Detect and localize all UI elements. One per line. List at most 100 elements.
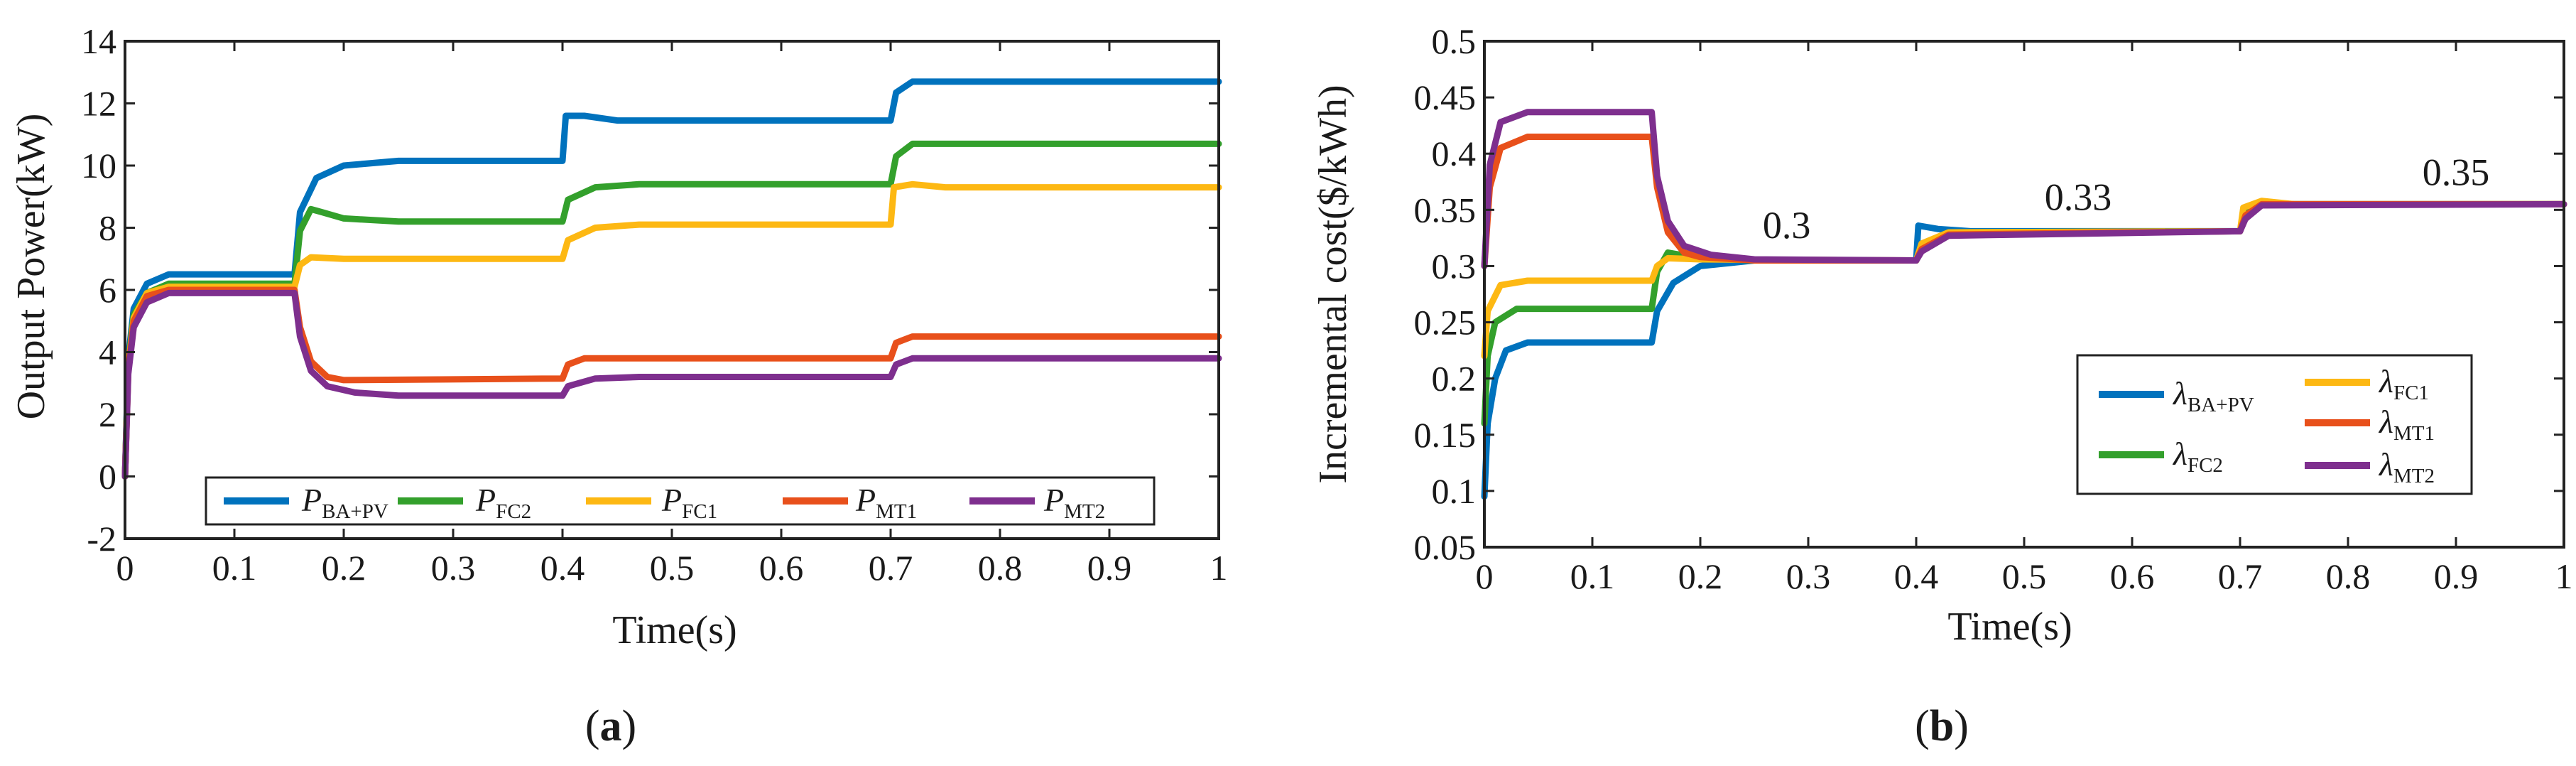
x-tick-label: 0.7 xyxy=(869,548,913,588)
chart-a-y-label: Output Power(kW) xyxy=(9,114,53,420)
y-tick-label: 0.35 xyxy=(1414,190,1477,230)
y-tick-label: 0.4 xyxy=(1432,134,1477,173)
legend-label: PMT1 xyxy=(855,482,917,523)
legend-subscript: FC2 xyxy=(496,500,531,523)
legend-subscript: FC2 xyxy=(2188,454,2223,477)
legend-label: PBA+PV xyxy=(301,482,388,523)
x-tick-label: 1 xyxy=(2555,556,2573,596)
legend-item: PMT2 xyxy=(969,482,1105,523)
x-tick-label: 0.1 xyxy=(1570,556,1615,596)
legend-subscript: BA+PV xyxy=(322,500,388,523)
chart-a-output-power: 0 0.1 0.2 0.3 0.4 0.5 0.6 0.7 0.8 0.9 1 -202468101… xyxy=(9,21,1228,652)
chart-a-y-ticks: -2 0 2 4 6 8 10 12 14 xyxy=(81,21,1219,559)
legend-symbol: P xyxy=(661,482,682,518)
panel-a-open: ( xyxy=(585,702,600,750)
x-tick-label: 0.4 xyxy=(540,548,585,588)
legend-item: λFC2 xyxy=(2099,436,2223,477)
y-tick-label: 0.3 xyxy=(1432,246,1477,286)
x-tick-label: 0 xyxy=(1476,556,1494,596)
legend-item: PBA+PV xyxy=(224,482,388,523)
chart-a-x-ticks: 0 0.1 0.2 0.3 0.4 0.5 0.6 0.7 0.8 0.9 1 xyxy=(116,41,1228,588)
x-tick-label: 0.8 xyxy=(2326,556,2371,596)
series-line-mt2 xyxy=(1481,109,2567,269)
y-tick-label: 6 xyxy=(99,270,116,310)
x-tick-label: 0.8 xyxy=(978,548,1023,588)
y-tick-label: 0.25 xyxy=(1414,303,1477,342)
x-tick-label: 1 xyxy=(1210,548,1228,588)
panel-label-b: (b) xyxy=(1915,702,1969,750)
value-annotation: 0.33 xyxy=(2045,176,2112,218)
chart-b-x-label: Time(s) xyxy=(1947,605,2072,649)
x-tick-label: 0.3 xyxy=(1786,556,1831,596)
legend-item: λFC1 xyxy=(2305,363,2429,404)
panel-b-close: ) xyxy=(1954,702,1969,750)
x-tick-label: 0.1 xyxy=(212,548,257,588)
y-tick-label: 10 xyxy=(81,146,116,185)
panel-a-letter: a xyxy=(600,702,622,750)
y-tick-label: 0.2 xyxy=(1432,359,1477,399)
panel-label-a: (a) xyxy=(585,702,636,750)
legend-item: λMT1 xyxy=(2305,404,2435,445)
y-tick-label: 0 xyxy=(99,457,116,497)
chart-b-y-ticks: 0.05 0.1 0.15 0.2 0.25 0.3 0.35 0.4 0.45 0.5 xyxy=(1414,21,2564,567)
legend-label: λFC2 xyxy=(2172,436,2223,477)
chart-b-incremental-cost: 0 0.1 0.2 0.3 0.4 0.5 0.6 0.7 0.8 0.9 1 0.05 0.1 0.1… xyxy=(1311,21,2573,649)
legend-subscript: FC1 xyxy=(682,500,717,523)
value-annotation: 0.35 xyxy=(2423,151,2490,194)
x-tick-label: 0.6 xyxy=(759,548,804,588)
legend-item: λMT2 xyxy=(2305,446,2435,487)
chart-a-x-label: Time(s) xyxy=(612,608,737,652)
legend-label: λFC1 xyxy=(2378,363,2429,404)
legend-label: λMT2 xyxy=(2378,446,2435,487)
x-tick-label: 0.7 xyxy=(2218,556,2263,596)
legend-subscript: BA+PV xyxy=(2188,394,2254,416)
legend-item: λBA+PV xyxy=(2099,375,2254,416)
x-tick-label: 0 xyxy=(116,548,134,588)
y-tick-label: -2 xyxy=(87,519,116,559)
panel-b-letter: b xyxy=(1930,702,1954,750)
x-tick-label: 0.6 xyxy=(2110,556,2155,596)
y-tick-label: 12 xyxy=(81,84,116,124)
chart-b-y-label: Incremental cost($/kWh) xyxy=(1311,85,1355,483)
x-tick-label: 0.5 xyxy=(650,548,695,588)
legend-label: λMT1 xyxy=(2378,404,2435,445)
chart-a-plot-area xyxy=(125,41,1219,539)
legend-symbol: P xyxy=(855,482,876,518)
plot-background xyxy=(125,41,1219,539)
y-tick-label: 4 xyxy=(99,333,116,372)
panel-a-close: ) xyxy=(622,702,637,750)
x-tick-label: 0.9 xyxy=(1087,548,1132,588)
legend-symbol: λ xyxy=(2378,446,2393,482)
x-tick-label: 0.2 xyxy=(1678,556,1723,596)
legend-symbol: P xyxy=(301,482,322,518)
chart-a-series xyxy=(121,78,1222,480)
chart-b-series xyxy=(1481,109,2567,500)
legend-subscript: MT1 xyxy=(876,500,917,523)
legend-item: PMT1 xyxy=(783,482,917,523)
legend-subscript: FC1 xyxy=(2393,382,2429,404)
x-tick-label: 0.9 xyxy=(2434,556,2479,596)
legend-label: λBA+PV xyxy=(2172,375,2254,416)
legend-symbol: λ xyxy=(2172,375,2188,411)
x-tick-label: 0.2 xyxy=(322,548,366,588)
chart-a-legend: PBA+PV PFC2 PFC1 PMT1 PMT2 xyxy=(205,476,1156,526)
y-tick-label: 0.5 xyxy=(1432,21,1477,61)
series-line-mt2 xyxy=(121,289,1222,480)
legend-label: PMT2 xyxy=(1043,482,1105,523)
legend-symbol: λ xyxy=(2172,436,2188,472)
y-tick-label: 0.1 xyxy=(1432,471,1477,511)
panel-b-open: ( xyxy=(1915,702,1930,750)
legend-symbol: λ xyxy=(2378,404,2393,440)
legend-subscript: MT2 xyxy=(2393,465,2435,487)
y-tick-label: 14 xyxy=(81,21,116,61)
x-tick-label: 0.5 xyxy=(2002,556,2047,596)
y-tick-label: 8 xyxy=(99,208,116,248)
x-tick-label: 0.3 xyxy=(431,548,476,588)
legend-subscript: MT2 xyxy=(1064,500,1105,523)
x-tick-label: 0.4 xyxy=(1894,556,1939,596)
legend-label: PFC1 xyxy=(661,482,717,523)
legend-item: PFC1 xyxy=(586,482,717,523)
legend-subscript: MT1 xyxy=(2393,422,2435,445)
value-annotation: 0.3 xyxy=(1763,204,1811,247)
